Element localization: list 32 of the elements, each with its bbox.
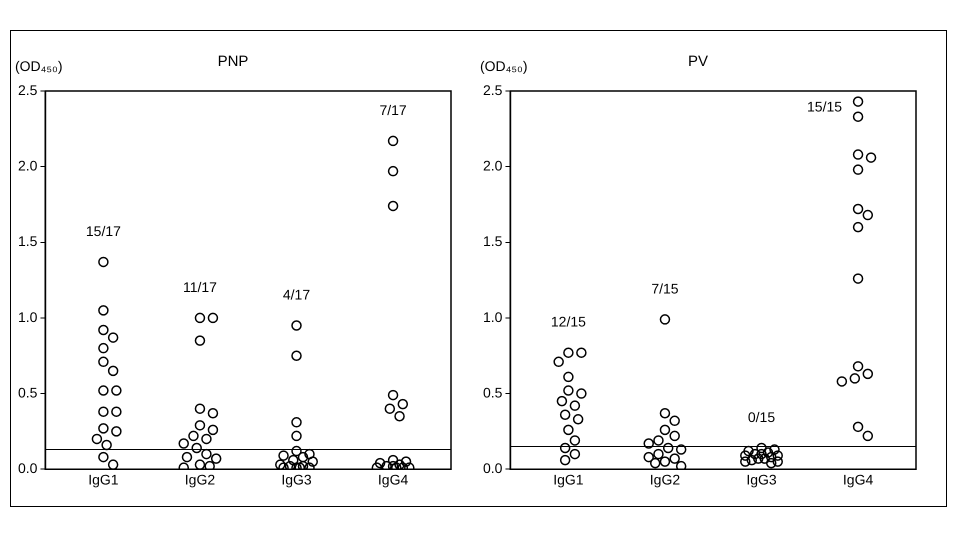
y-tick-label: 0.5	[482, 384, 503, 400]
annotation: 15/17	[86, 222, 122, 239]
y-axis-title: (OD₄₅₀)	[15, 58, 62, 74]
y-tick-label: 0.5	[18, 384, 38, 400]
x-tick-label: IgG3	[281, 471, 312, 488]
y-tick-label: 2.0	[482, 158, 503, 174]
y-tick-label: 1.0	[482, 308, 503, 325]
annotation: 4/17	[282, 286, 310, 302]
y-tick-label: 2.5	[18, 82, 38, 98]
x-tick-label: IgG2	[184, 471, 216, 488]
annotation: 11/17	[182, 278, 218, 295]
x-tick-label: IgG4	[378, 471, 408, 488]
y-axis-title: (OD₄₅₀)	[480, 58, 528, 74]
chart-title: PNP	[218, 53, 248, 70]
annotation: 7/15	[651, 280, 679, 296]
y-tick-label: 0.0	[18, 460, 38, 476]
x-tick-label: IgG2	[650, 471, 680, 488]
chart-title: PV	[688, 53, 708, 70]
y-tick-label: 2.0	[18, 158, 38, 174]
x-tick-label: IgG3	[746, 471, 777, 488]
y-tick-label: 2.5	[482, 82, 503, 98]
annotation: 15/15	[807, 98, 842, 114]
annotation: 7/17	[379, 102, 407, 118]
x-tick-label: IgG1	[553, 471, 584, 488]
annotation: 12/15	[550, 314, 586, 330]
x-tick-label: IgG4	[842, 471, 874, 488]
x-tick-label: IgG1	[88, 471, 119, 488]
y-tick-label: 0.0	[482, 460, 503, 476]
y-tick-label: 1.0	[18, 308, 38, 325]
y-tick-label: 1.5	[18, 233, 38, 250]
annotation: 0/15	[748, 408, 776, 425]
y-tick-label: 1.5	[482, 233, 503, 250]
